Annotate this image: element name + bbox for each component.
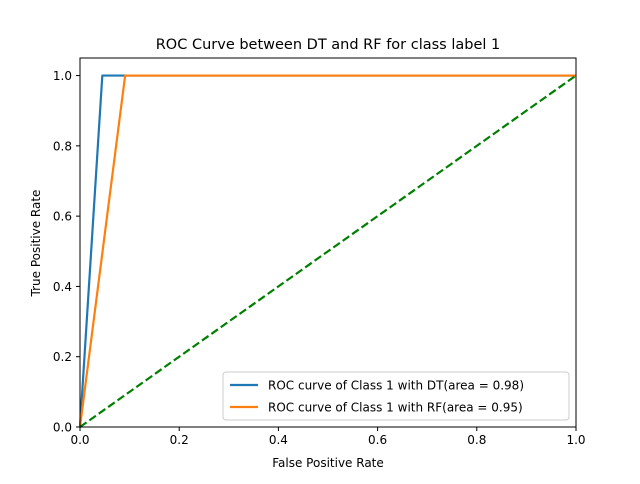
- y-tick-label: 0.4: [53, 280, 72, 294]
- y-axis-ticks: 0.0 0.2 0.4 0.6 0.8 1.0: [53, 69, 80, 435]
- reference-diagonal-line: [79, 74, 577, 428]
- legend-label: ROC curve of Class 1 with DT(area = 0.98…: [268, 379, 524, 393]
- y-axis-label: True Positive Rate: [29, 190, 43, 298]
- y-tick-label: 0.2: [53, 350, 72, 364]
- legend: ROC curve of Class 1 with DT(area = 0.98…: [222, 371, 570, 421]
- x-tick-label: 0.0: [70, 433, 89, 447]
- x-tick-label: 0.6: [368, 433, 387, 447]
- x-tick-label: 0.8: [467, 433, 486, 447]
- chart-title: ROC Curve between DT and RF for class la…: [156, 37, 501, 53]
- legend-label: ROC curve of Class 1 with RF(area = 0.95…: [268, 401, 523, 415]
- y-tick-label: 0.8: [53, 139, 72, 153]
- y-tick-label: 0.6: [53, 210, 72, 224]
- x-tick-label: 1.0: [566, 433, 585, 447]
- x-tick-label: 0.2: [170, 433, 189, 447]
- x-tick-label: 0.4: [269, 433, 288, 447]
- legend-box: [222, 371, 570, 421]
- series-layer: [78, 74, 577, 428]
- plot-area: [80, 58, 576, 427]
- x-axis-label: False Positive Rate: [272, 456, 384, 470]
- plot-background: [80, 58, 576, 427]
- y-tick-label: 0.0: [53, 421, 72, 435]
- x-axis-ticks: 0.0 0.2 0.4 0.6 0.8 1.0: [70, 427, 586, 447]
- axes-frame: [79, 57, 577, 428]
- series-line-1: [78, 74, 576, 428]
- axes-border: [79, 57, 577, 428]
- y-tick-label: 1.0: [53, 69, 72, 83]
